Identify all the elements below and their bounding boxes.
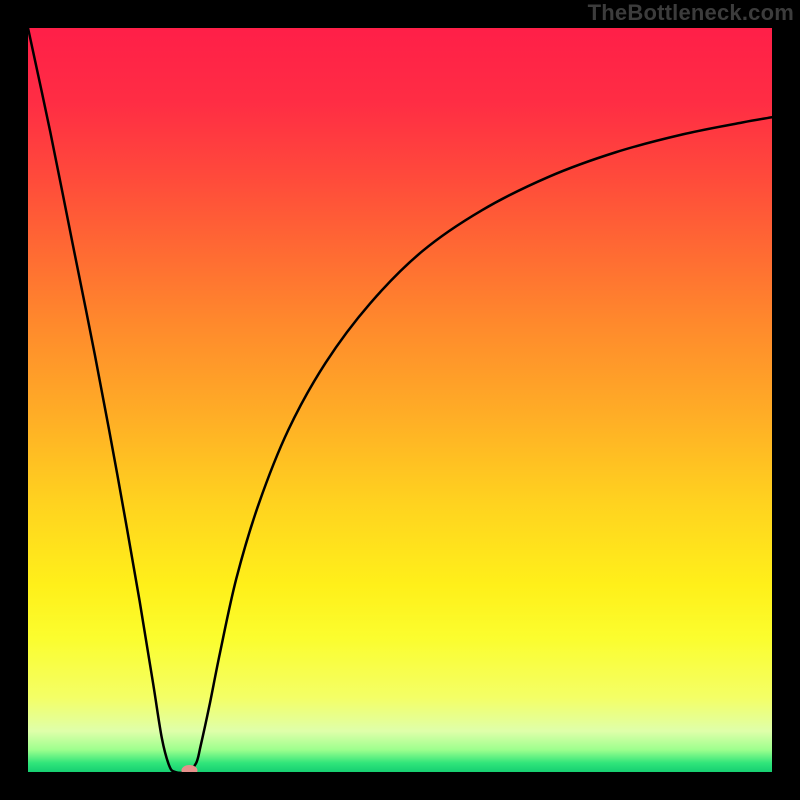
- watermark-text: TheBottleneck.com: [588, 0, 794, 26]
- chart-frame: TheBottleneck.com: [0, 0, 800, 800]
- chart-svg: [0, 0, 800, 800]
